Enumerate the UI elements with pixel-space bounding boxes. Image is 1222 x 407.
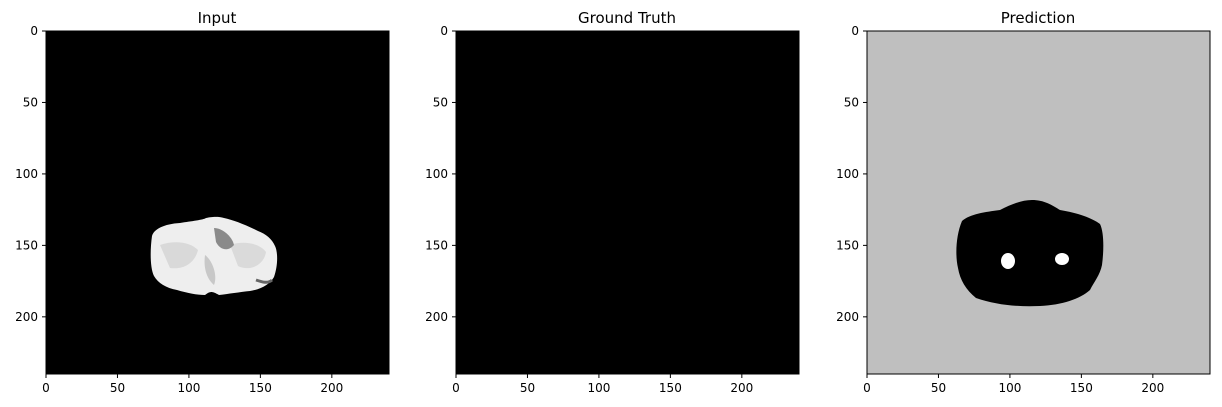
x-tick-label: 0 [452, 381, 460, 395]
y-tick-label: 0 [30, 24, 38, 38]
x-tick-label: 50 [520, 381, 535, 395]
prediction-panel: Prediction [867, 9, 1210, 374]
input-panel: Input [46, 9, 389, 374]
axes-layer: 0 50 100 150 200 0 50 100 150 200 0 50 100 150 200 0 50 1… [15, 24, 1211, 395]
axes-frame [45, 30, 390, 375]
x-tick-label: 100 [587, 381, 610, 395]
x-tick-label: 200 [320, 381, 343, 395]
x-tick-label: 0 [42, 381, 50, 395]
y-tick-label: 150 [425, 238, 448, 252]
y-tick-label: 50 [23, 95, 38, 109]
x-tick-label: 150 [249, 381, 272, 395]
x-tick-label: 0 [863, 381, 871, 395]
x-tick-label: 200 [730, 381, 753, 395]
y-tick-label: 0 [851, 24, 859, 38]
y-tick-label: 50 [433, 95, 448, 109]
image-area [46, 31, 389, 374]
x-tick-label: 150 [1070, 381, 1093, 395]
x-tick-label: 50 [110, 381, 125, 395]
y-tick-label: 0 [440, 24, 448, 38]
y-tick-label: 100 [836, 167, 859, 181]
y-tick-label: 150 [15, 238, 38, 252]
ground-truth-panel: Ground Truth [456, 9, 799, 374]
white-spot-left [1001, 253, 1015, 269]
panel-title: Input [198, 9, 237, 27]
x-tick-label: 100 [998, 381, 1021, 395]
white-spot-right [1055, 253, 1069, 265]
input-tissue-region [150, 216, 278, 295]
x-tick-label: 50 [931, 381, 946, 395]
panel-title: Ground Truth [578, 9, 676, 27]
x-tick-label: 150 [659, 381, 682, 395]
y-tick-label: 50 [844, 95, 859, 109]
x-tick-label: 100 [177, 381, 200, 395]
y-tick-label: 200 [425, 310, 448, 324]
y-tick-label: 100 [15, 167, 38, 181]
y-tick-label: 200 [836, 310, 859, 324]
panel-title: Prediction [1001, 9, 1076, 27]
axes-frame [455, 30, 800, 375]
x-tick-label: 200 [1141, 381, 1164, 395]
y-tick-label: 150 [836, 238, 859, 252]
y-tick-label: 200 [15, 310, 38, 324]
axes-frame [866, 30, 1211, 375]
image-area [456, 31, 799, 374]
prediction-region [956, 200, 1104, 307]
y-tick-label: 100 [425, 167, 448, 181]
